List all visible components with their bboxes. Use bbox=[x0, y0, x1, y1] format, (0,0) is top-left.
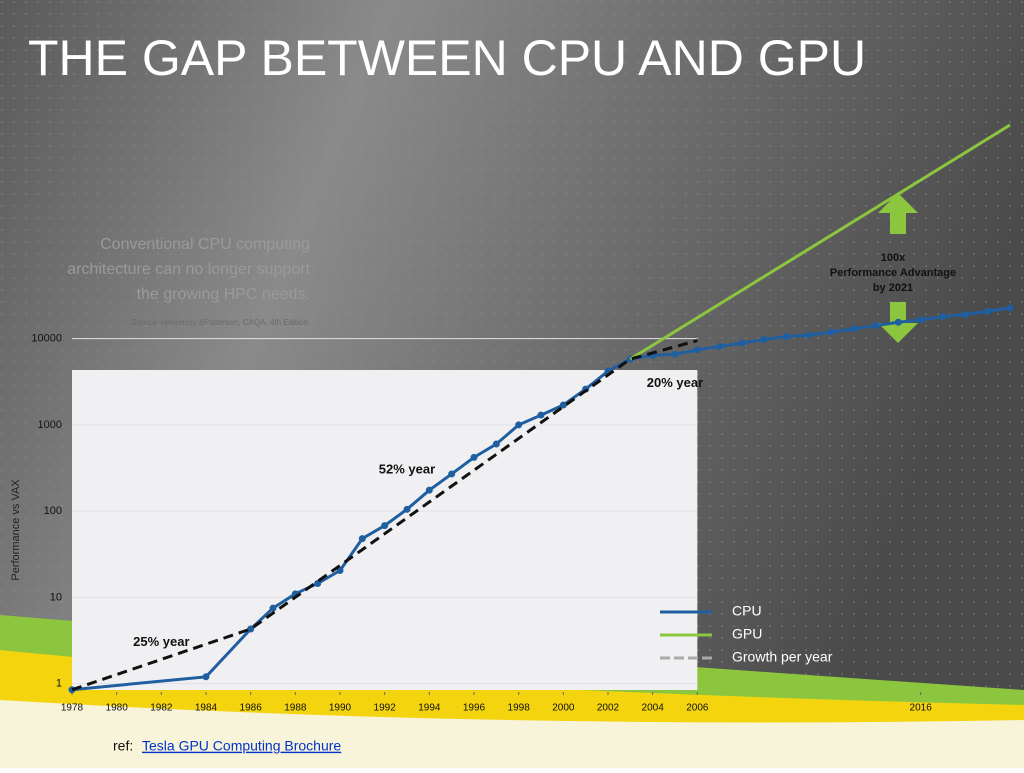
y-tick-label: 100 bbox=[44, 505, 62, 517]
cpu-marker bbox=[760, 335, 768, 343]
cpu-marker bbox=[269, 604, 277, 612]
cpu-marker bbox=[492, 440, 500, 448]
x-tick-label: 1996 bbox=[463, 703, 486, 714]
quote-source: Source: Hennessy &Patterson, CAQA, 4th E… bbox=[131, 318, 310, 327]
cpu-marker bbox=[381, 522, 389, 530]
cpu-marker bbox=[202, 673, 210, 681]
cpu-marker bbox=[247, 625, 255, 633]
cpu-marker bbox=[358, 535, 366, 543]
cpu-marker bbox=[693, 346, 701, 354]
cpu-marker bbox=[537, 411, 545, 419]
x-tick-label: 1992 bbox=[374, 703, 397, 714]
cpu-marker bbox=[805, 331, 813, 339]
plot-panel bbox=[72, 370, 698, 690]
cpu-marker bbox=[961, 311, 969, 319]
ref-label: ref: bbox=[113, 738, 133, 754]
annotation: 20% year bbox=[647, 375, 703, 390]
cpu-marker bbox=[872, 322, 880, 330]
y-axis-label: Performance vs VAX bbox=[10, 479, 22, 581]
white-swoosh bbox=[0, 700, 1024, 768]
gap-label: by 2021 bbox=[873, 282, 913, 294]
x-tick-label: 2002 bbox=[597, 703, 620, 714]
x-tick-label: 1994 bbox=[418, 703, 441, 714]
cpu-marker bbox=[559, 401, 567, 409]
x-tick-label: 1978 bbox=[61, 703, 84, 714]
cpu-marker bbox=[984, 307, 992, 315]
x-tick-label: 1986 bbox=[240, 703, 263, 714]
gap-label: 100x bbox=[881, 252, 906, 264]
cpu-marker bbox=[850, 325, 858, 333]
x-tick-label: 2006 bbox=[686, 703, 709, 714]
x-tick-label: 1990 bbox=[329, 703, 352, 714]
series-line bbox=[71, 339, 698, 692]
cpu-marker bbox=[336, 567, 344, 575]
cpu-marker bbox=[894, 318, 902, 326]
quote-line: Conventional CPU computing bbox=[100, 236, 310, 253]
cpu-marker bbox=[425, 486, 433, 494]
cpu-marker bbox=[783, 332, 791, 340]
y-tick-label: 1000 bbox=[38, 419, 62, 431]
cpu-marker bbox=[738, 339, 746, 347]
x-tick-label: 2016 bbox=[910, 703, 933, 714]
series-line bbox=[629, 123, 1011, 361]
x-tick-label: 1984 bbox=[195, 703, 218, 714]
slide-title: THE GAP BETWEEN CPU AND GPU bbox=[28, 30, 866, 86]
cpu-marker bbox=[827, 328, 835, 336]
ref-link[interactable]: Tesla GPU Computing Brochure bbox=[142, 738, 341, 754]
x-tick-label: 2000 bbox=[552, 703, 575, 714]
cpu-marker bbox=[1006, 304, 1014, 312]
x-tick-label: 1988 bbox=[284, 703, 307, 714]
y-tick-label: 1 bbox=[56, 678, 62, 690]
cpu-marker bbox=[939, 313, 947, 321]
legend-label: GPU bbox=[732, 626, 762, 642]
cpu-marker bbox=[515, 421, 523, 429]
y-tick-label: 10000 bbox=[31, 333, 62, 345]
x-tick-label: 1982 bbox=[150, 703, 173, 714]
cpu-marker bbox=[917, 316, 925, 324]
legend-label: Growth per year bbox=[732, 649, 833, 665]
cpu-marker bbox=[470, 453, 478, 461]
legend-label: CPU bbox=[732, 603, 762, 619]
annotation: 25% year bbox=[133, 634, 189, 649]
x-tick-label: 1998 bbox=[508, 703, 531, 714]
cpu-marker bbox=[403, 505, 411, 513]
cpu-marker bbox=[448, 470, 456, 478]
quote-line: the growing HPC needs. bbox=[137, 286, 310, 303]
chart: Performance vs VAX 100x Performance Adva… bbox=[10, 123, 1014, 714]
x-tick-label: 2004 bbox=[642, 703, 665, 714]
quote-line: architecture can no longer support bbox=[67, 261, 310, 278]
y-tick-label: 10 bbox=[50, 591, 62, 603]
annotation: 52% year bbox=[379, 461, 435, 476]
cpu-marker bbox=[671, 350, 679, 358]
x-tick-label: 1980 bbox=[106, 703, 129, 714]
gap-label: Performance Advantage bbox=[830, 267, 956, 279]
arrow-up bbox=[878, 193, 918, 234]
cpu-marker bbox=[716, 343, 724, 351]
